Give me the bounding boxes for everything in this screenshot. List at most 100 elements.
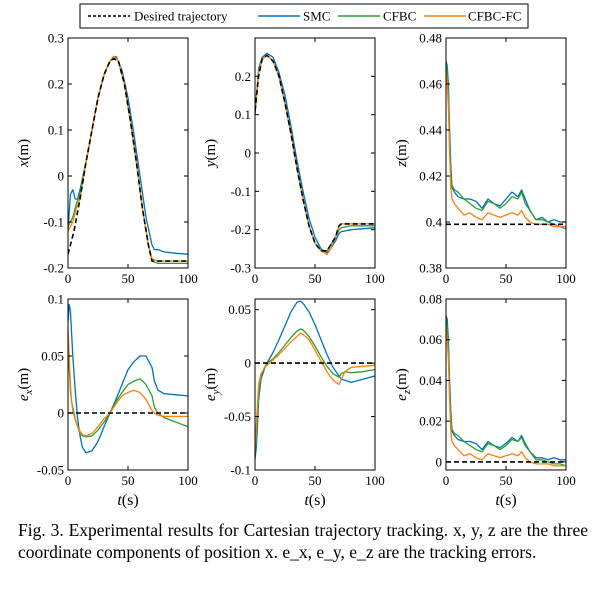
series-line-cfbc-fc-ex [68,327,188,437]
y-tick-label-z: 0.38 [419,261,442,276]
series-line-cfbc-ey [255,328,375,455]
series-line-cfbc-fc-x [68,55,188,262]
panel-x: 0 50 100 -0.2 -0.1 0 0.1 0.2 0.3 x(m) [16,31,198,287]
x-tick-label-y: 100 [365,271,385,286]
series-line-smc-ey [255,300,375,460]
series-line-desired-trajectory-x [68,57,188,262]
y-tick-label-z: 0.44 [419,123,442,138]
legend: Desired trajectory SMC CFBC CFBC-FC [79,3,529,29]
y-tick-label-z: 0.48 [419,31,442,46]
y-axis-label-ey: ey(m) [203,368,222,401]
x-tick-label-ex: 50 [122,473,135,488]
y-axis-label-ez: ez(m) [394,368,413,401]
y-tick-label-x: 0.3 [48,31,64,46]
x-tick-label-x: 0 [65,271,72,286]
panels-group: 0 50 100-0.2-0.100.10.20.3x(m)0 50 100-0.3-0… [16,31,576,510]
figure-panels: Desired trajectory SMC CFBC CFBC-FC 0 50 1… [16,3,576,510]
y-tick-label-y: -0.2 [230,222,251,237]
y-tick-label-y: -0.1 [230,184,251,199]
series-group-ex [68,304,188,454]
series-group-z [446,60,566,230]
x-tick-label-ex: 100 [178,473,198,488]
x-tick-label-x: 50 [122,271,135,286]
y-tick-label-z: 0.42 [419,169,442,184]
x-axis-label-ez: t(s) [495,492,516,509]
y-tick-label-ex: -0.05 [37,463,64,478]
y-tick-label-y: 0.2 [235,69,251,84]
legend-label-desired: Desired trajectory [134,9,228,24]
legend-label-cfbc: CFBC [383,9,416,24]
series-line-smc-ex [68,304,188,454]
x-tick-label-ez: 0 [443,473,450,488]
y-tick-label-y: -0.3 [230,261,251,276]
series-line-cfbc-fc-ez [446,329,566,467]
x-tick-label-y: 50 [309,271,322,286]
series-group-x [68,55,188,265]
y-tick-label-ez: 0.06 [419,332,442,347]
series-group-y [255,52,375,256]
series-line-cfbc-z [446,60,566,230]
x-tick-label-ex: 0 [65,473,72,488]
x-tick-label-x: 100 [178,271,198,286]
y-tick-label-x: -0.1 [43,215,64,230]
y-tick-label-ey: -0.05 [224,409,251,424]
x-tick-label-ez: 50 [500,473,513,488]
series-line-cfbc-ez [446,319,566,467]
y-tick-label-ey: -0.1 [230,463,251,478]
figure-caption: Fig. 3. Experimental results for Cartesi… [18,519,588,563]
x-axis-label-ey: t(s) [304,492,325,509]
series-line-cfbc-y [255,54,375,252]
y-tick-label-x: 0.2 [48,77,64,92]
y-tick-label-ey: 0 [245,356,252,371]
y-tick-label-ex: 0 [58,406,65,421]
x-tick-label-z: 0 [443,271,450,286]
y-tick-label-y: 0 [245,146,252,161]
series-line-cfbc-fc-z [446,72,566,228]
series-line-cfbc-ex [68,344,188,438]
y-axis-label-ex: ex(m) [16,368,35,401]
y-tick-label-ez: 0.08 [419,292,442,307]
y-axis-label-z: z(m) [394,139,410,168]
y-tick-label-ez: 0 [436,454,443,469]
x-tick-label-ey: 0 [252,473,259,488]
series-group-ez [446,315,566,467]
panel-y: 0 50 100 -0.3 -0.2 -0.1 0 0.1 0.2 y(m) [203,37,385,286]
series-line-cfbc-fc-y [255,54,375,256]
y-tick-label-ex: 0.1 [48,292,64,307]
x-tick-label-ey: 100 [365,473,385,488]
axes-box-ez [445,298,567,471]
panel-ez: 0 50 100 0 0.02 0.04 0.06 0.08 ez(m) t(s) [394,292,576,510]
legend-entry-cfbc-fc: CFBC-FC [424,9,521,24]
x-axis-label-ex: t(s) [117,492,138,509]
series-line-smc-z [446,60,566,223]
y-tick-label-ey: 0.05 [228,302,251,317]
x-tick-label-y: 0 [252,271,259,286]
legend-label-smc: SMC [303,9,330,24]
series-line-smc-y [255,52,375,254]
series-line-cfbc-fc-ey [255,332,375,449]
y-tick-label-ex: 0.05 [41,349,64,364]
y-tick-label-ez: 0.04 [419,373,442,388]
axes-box-x [67,37,189,269]
x-tick-label-z: 50 [500,271,513,286]
legend-entry-cfbc: CFBC [338,9,416,24]
legend-entry-desired: Desired trajectory [88,9,228,24]
y-tick-label-y: 0.1 [235,107,251,122]
axes-box-z [445,37,567,269]
y-axis-label-y: y(m) [203,139,219,169]
axes-box-y [254,37,376,269]
series-group-ey [255,300,375,460]
y-tick-label-z: 0.46 [419,77,442,92]
caption-fig-label: Fig. 3. [18,520,64,540]
x-tick-label-z: 100 [556,271,576,286]
series-line-smc-x [68,55,188,255]
y-tick-label-z: 0.4 [426,215,443,230]
series-line-smc-ez [446,315,566,461]
panel-ey: 0 50 100 -0.1 -0.05 0 0.05 ey(m) t(s) [203,298,385,509]
x-tick-label-ez: 100 [556,473,576,488]
y-tick-label-ez: 0.02 [419,414,442,429]
series-line-desired-trajectory-y [255,54,375,252]
legend-entry-smc: SMC [258,9,330,24]
y-tick-label-x: -0.2 [43,261,64,276]
